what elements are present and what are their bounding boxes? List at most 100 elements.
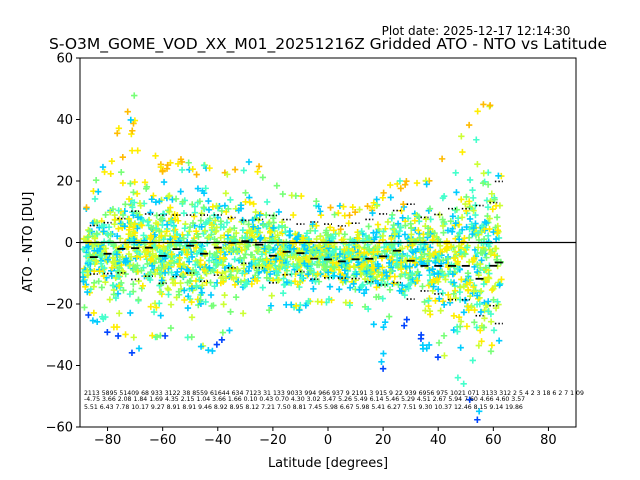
scatter-point [241, 282, 248, 290]
scatter-point [405, 274, 412, 282]
scatter-point [199, 245, 206, 253]
scatter-point [107, 170, 114, 178]
scatter-point [493, 214, 501, 221]
scatter-point [83, 204, 90, 211]
scatter-point [327, 204, 334, 211]
y-tick-label: 60 [56, 52, 73, 67]
scatter-point [267, 264, 274, 271]
scatter-point [125, 243, 132, 251]
scatter-point [284, 261, 292, 268]
scatter-point [454, 265, 461, 272]
scatter-point [424, 230, 432, 238]
scatter-point [283, 301, 290, 308]
scatter-point [118, 279, 125, 287]
scatter-point [131, 178, 138, 186]
scatter-point [129, 127, 136, 134]
scatter-point [246, 227, 253, 234]
scatter-point [326, 237, 333, 245]
scatter-point [196, 198, 204, 205]
scatter-point [101, 264, 108, 272]
scatter-point [267, 302, 275, 309]
scatter-point [396, 287, 403, 294]
scatter-point [470, 256, 478, 264]
scatter-point [259, 174, 267, 181]
stats-row-counts: 2113 5895 51409 68 933 3122 38 8559 6164… [84, 390, 584, 397]
scatter-point [80, 278, 87, 285]
scatter-point [461, 234, 468, 242]
scatter-point [268, 292, 275, 299]
scatter-point [237, 202, 245, 209]
scatter-point [490, 285, 497, 292]
scatter-point [457, 248, 465, 256]
scatter-point [452, 220, 459, 227]
scatter-point [158, 264, 165, 272]
scatter-point [397, 273, 404, 280]
scatter-point [188, 298, 195, 306]
scatter-point [184, 231, 191, 239]
scatter-point [126, 262, 133, 269]
scatter-point [464, 303, 472, 310]
scatter-point [317, 208, 324, 215]
scatter-point [440, 229, 447, 236]
scatter-point [231, 224, 238, 232]
scatter-point [191, 203, 199, 210]
scatter-point [266, 249, 273, 256]
scatter-point [350, 280, 357, 288]
scatter-point [178, 265, 185, 272]
scatter-point [414, 268, 421, 275]
scatter-point [380, 323, 387, 331]
scatter-point [231, 166, 239, 173]
scatter-point [246, 199, 254, 206]
scatter-point [128, 147, 136, 154]
scatter-point [225, 205, 232, 212]
scatter-point [434, 353, 442, 361]
scatter-point [374, 280, 382, 287]
scatter-point [481, 218, 489, 226]
scatter-point [200, 162, 208, 169]
scatter-point [466, 204, 473, 211]
scatter-point [124, 108, 131, 115]
scatter-point [494, 298, 501, 305]
scatter-point [197, 285, 205, 292]
scatter-point [359, 281, 366, 288]
scatter-point [331, 211, 338, 218]
scatter-point [221, 202, 229, 209]
scatter-point [481, 307, 488, 314]
scatter-point [318, 298, 325, 306]
scatter-point [253, 267, 261, 274]
scatter-point [466, 279, 474, 286]
scatter-point [181, 287, 188, 294]
scatter-point [227, 308, 234, 315]
scatter-point [388, 267, 395, 275]
scatter-point [391, 273, 398, 280]
scatter-point [435, 253, 443, 260]
scatter-point [471, 306, 478, 314]
scatter-point [403, 178, 410, 185]
scatter-point [248, 251, 256, 259]
scatter-point [388, 215, 395, 222]
scatter-point [477, 327, 484, 334]
scatter-point [81, 236, 88, 243]
scatter-point [454, 374, 462, 381]
scatter-point [104, 230, 111, 237]
scatter-point [371, 236, 378, 243]
scatter-point [220, 301, 227, 308]
scatter-point [426, 311, 434, 318]
scatter-point [457, 318, 465, 325]
scatter-point [164, 161, 171, 169]
scatter-point [133, 248, 141, 255]
scatter-point [95, 278, 102, 285]
scatter-point [391, 230, 398, 238]
scatter-point [156, 227, 163, 235]
scatter-point [370, 264, 377, 271]
scatter-point [269, 237, 277, 245]
scatter-point [156, 198, 163, 205]
scatter-point [489, 206, 496, 213]
scatter-point [239, 270, 246, 277]
scatter-point [432, 259, 439, 266]
scatter-point [386, 256, 394, 263]
scatter-point [110, 323, 118, 331]
scatter-point [160, 178, 168, 186]
scatter-point [417, 331, 425, 339]
scatter-point [356, 244, 363, 251]
